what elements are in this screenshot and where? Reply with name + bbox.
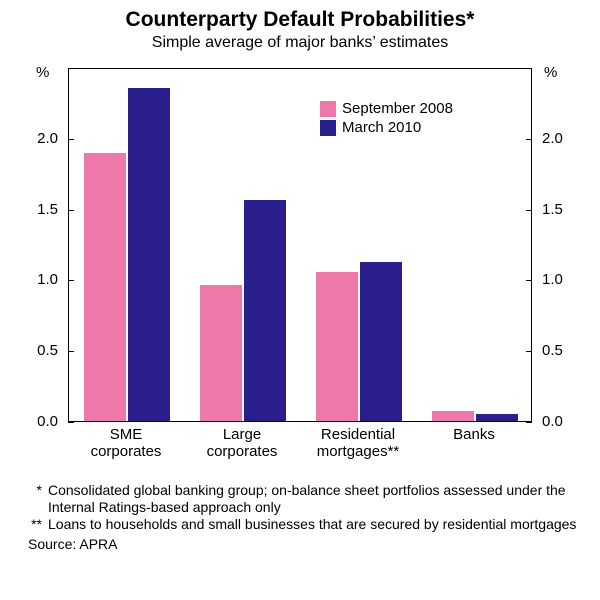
ytick-right: 2.0 bbox=[542, 130, 563, 147]
tick-mark bbox=[526, 351, 532, 352]
x-category-label: Banks bbox=[416, 426, 532, 443]
ytick-left: 1.0 bbox=[20, 271, 58, 288]
tick-mark bbox=[68, 280, 74, 281]
source-line: Source: APRA bbox=[20, 536, 580, 552]
ytick-left: 2.0 bbox=[20, 130, 58, 147]
footnote: *Consolidated global banking group; on-b… bbox=[20, 482, 580, 516]
legend-label: March 2010 bbox=[342, 119, 421, 136]
tick-mark bbox=[526, 139, 532, 140]
footnote-text: Consolidated global banking group; on-ba… bbox=[48, 482, 580, 516]
tick-mark bbox=[526, 280, 532, 281]
bar bbox=[360, 262, 402, 421]
plot-area bbox=[68, 68, 532, 422]
legend: September 2008 March 2010 bbox=[320, 100, 453, 138]
tick-mark bbox=[68, 351, 74, 352]
tick-mark bbox=[526, 422, 532, 423]
x-category-label: Largecorporates bbox=[184, 426, 300, 461]
bar bbox=[128, 88, 170, 421]
chart-subtitle: Simple average of major banks’ estimates bbox=[0, 34, 600, 52]
ytick-right: 0.5 bbox=[542, 342, 563, 359]
y-axis-unit-right: % bbox=[544, 64, 557, 81]
footnote-text: Loans to households and small businesses… bbox=[48, 516, 576, 533]
tick-mark bbox=[68, 139, 74, 140]
legend-item: March 2010 bbox=[320, 119, 453, 136]
bar bbox=[200, 285, 242, 421]
y-axis-unit-left: % bbox=[36, 64, 49, 81]
chart-title: Counterparty Default Probabilities* bbox=[0, 0, 600, 32]
bar bbox=[244, 200, 286, 421]
ytick-left: 0.0 bbox=[20, 413, 58, 430]
ytick-left: 0.5 bbox=[20, 342, 58, 359]
footnote-marker: ** bbox=[20, 516, 48, 533]
ytick-right: 1.0 bbox=[542, 271, 563, 288]
legend-swatch bbox=[320, 120, 336, 136]
footnote: **Loans to households and small business… bbox=[20, 516, 580, 533]
chart-area: September 2008 March 2010 %% 0.0 0.0 0.5 0.5 1… bbox=[20, 58, 580, 478]
bar bbox=[476, 414, 518, 421]
footnotes: *Consolidated global banking group; on-b… bbox=[20, 482, 580, 552]
footnote-marker: * bbox=[20, 482, 48, 516]
bar bbox=[316, 272, 358, 421]
ytick-right: 1.5 bbox=[542, 201, 563, 218]
legend-label: September 2008 bbox=[342, 100, 453, 117]
x-category-label: SMEcorporates bbox=[68, 426, 184, 461]
ytick-left: 1.5 bbox=[20, 201, 58, 218]
bar bbox=[84, 153, 126, 421]
legend-item: September 2008 bbox=[320, 100, 453, 117]
x-category-label: Residentialmortgages** bbox=[300, 426, 416, 461]
tick-mark bbox=[68, 422, 74, 423]
tick-mark bbox=[526, 210, 532, 211]
tick-mark bbox=[68, 210, 74, 211]
bar bbox=[432, 411, 474, 421]
legend-swatch bbox=[320, 101, 336, 117]
ytick-right: 0.0 bbox=[542, 413, 563, 430]
